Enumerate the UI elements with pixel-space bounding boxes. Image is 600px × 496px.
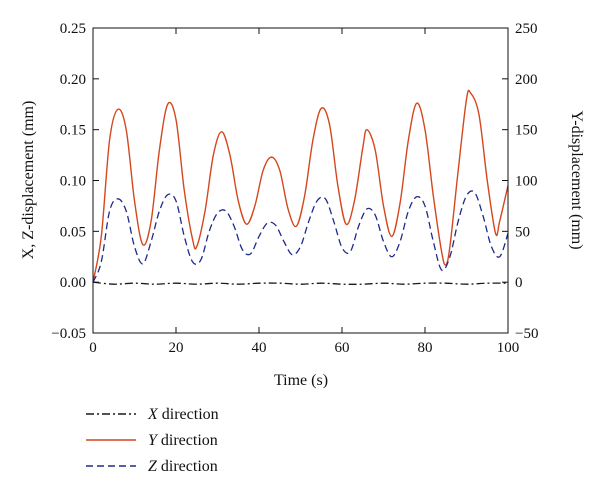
y-left-tick-label: 0.05 [60,224,86,240]
y-left-tick-label: 0.10 [60,174,86,190]
plot-series [92,89,509,285]
y-left-tick-label: 0.25 [60,21,86,37]
x-axis-title: Time (s) [274,372,328,389]
x-tick-label: 100 [497,340,520,356]
legend-label: X direction [147,406,219,423]
x-tick-label: 40 [252,340,267,356]
y-right-axis-title: Y-displacement (mm) [568,110,585,249]
x-tick-label: 0 [89,340,97,356]
y-right-tick-label: 100 [515,174,538,190]
y-right-tick-label: 200 [515,72,538,88]
x-tick-label: 80 [418,340,433,356]
y-left-axis-title: X, Z-displacement (mm) [20,101,37,260]
legend-label: Z direction [148,458,218,475]
y-left-tick-label: 0.15 [60,123,86,139]
legend: X direction Y direction Z direction [86,406,219,475]
ticks: 0 20 40 60 80 100 −0.05 0.00 0.05 0.10 0.15 0.20 0.2… [51,21,538,356]
legend-label: Y direction [148,432,218,449]
y-left-tick-label: −0.05 [51,326,86,342]
x-tick-label: 60 [335,340,350,356]
series-line-3 [92,190,509,283]
series-line-2 [92,89,509,283]
y-right-tick-label: 250 [515,21,538,37]
y-left-tick-label: 0.20 [60,72,86,88]
y-right-tick-label: 50 [515,224,530,240]
y-right-tick-label: 150 [515,123,538,139]
y-right-tick-label: 0 [515,275,523,291]
y-left-tick-label: 0.00 [60,275,86,291]
y-right-tick-label: −50 [515,326,538,342]
series-line-1 [92,281,509,285]
x-tick-label: 20 [169,340,184,356]
